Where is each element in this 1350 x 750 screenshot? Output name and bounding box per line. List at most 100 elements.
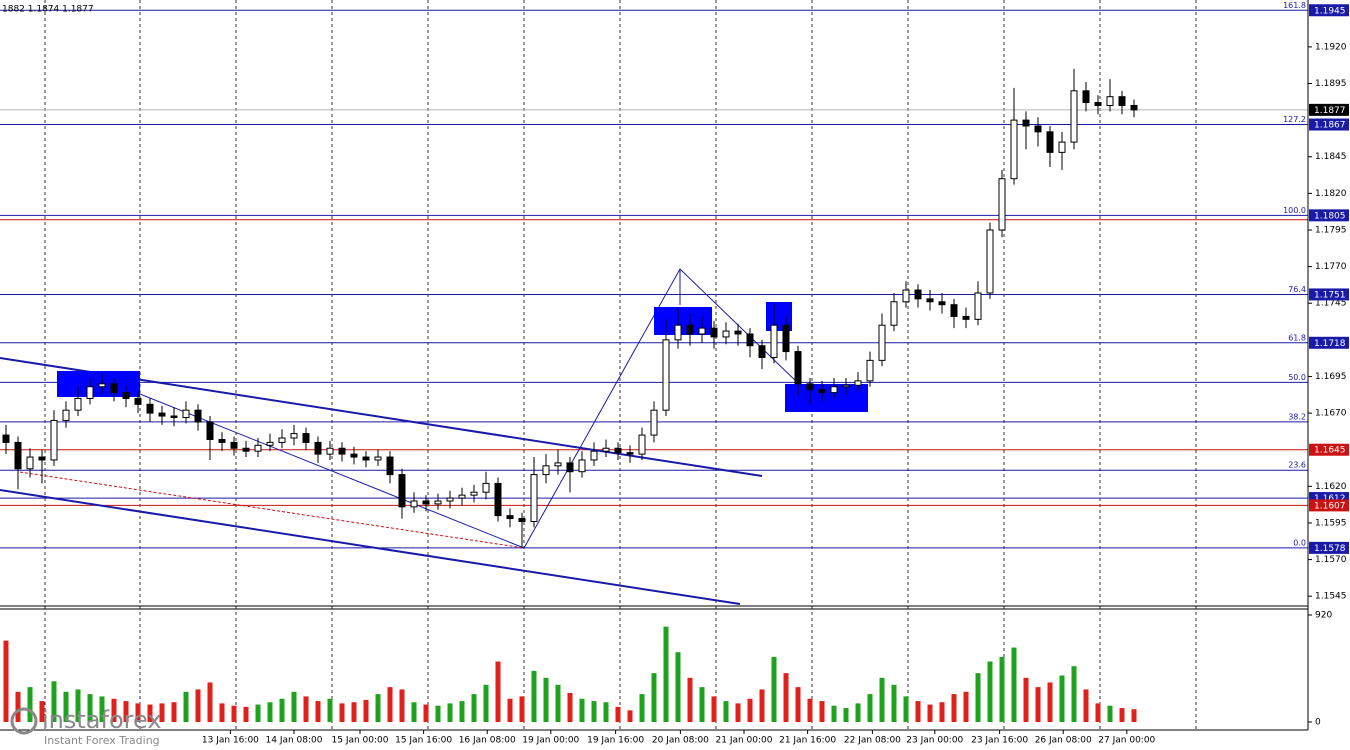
price-tag-label: 1.1645 [1314, 446, 1346, 456]
candle-body [878, 324, 886, 361]
volume-bar [15, 691, 21, 722]
candle-body [806, 383, 814, 391]
volume-bar [975, 673, 981, 722]
candle-body [278, 437, 286, 443]
volume-bar [987, 661, 993, 722]
candle-body [158, 412, 166, 417]
volume-bar [663, 626, 669, 722]
volume-bar [879, 677, 885, 722]
volume-bar [867, 694, 873, 722]
price-tag [1309, 443, 1349, 456]
volume-bar [795, 687, 801, 722]
volume-bar [159, 703, 165, 722]
candle-body [146, 403, 154, 414]
candle-body [590, 450, 598, 461]
x-tick-label: 13 Jan 16:00 [202, 736, 259, 746]
volume-bar [255, 704, 261, 722]
volume-bar [675, 652, 681, 722]
candle-body [302, 433, 310, 443]
candle-body [1010, 119, 1018, 180]
y-tick-label: 1.1745 [1315, 299, 1347, 309]
price-tag-label: 1.1607 [1314, 501, 1346, 511]
candle-body [902, 289, 910, 303]
volume-bar [1071, 666, 1077, 722]
candle-body [242, 447, 250, 452]
price-axis: 1.1545 1.1570 1.1595 1.1620 1.1670 1.1695 1.17… [202, 4, 1349, 746]
candle-body [614, 447, 622, 454]
volume-bar [423, 704, 429, 722]
volume-bar [1011, 647, 1017, 722]
price-tag [1309, 103, 1349, 116]
candle-body [26, 456, 34, 470]
volume-bar [1035, 687, 1041, 722]
candle-body [722, 330, 730, 338]
volume-bar [231, 705, 237, 722]
candle-body [494, 482, 502, 517]
candle-body [470, 491, 478, 496]
volume-bar [531, 670, 537, 722]
y-tick-label: 1.1670 [1315, 409, 1347, 419]
volume-bar [447, 703, 453, 722]
candle-body [134, 397, 142, 405]
candle-body [1046, 131, 1054, 153]
volume-bar [507, 698, 513, 722]
price-tag-label: 1.1578 [1314, 544, 1346, 554]
candle-body [2, 434, 10, 443]
candle-body [638, 434, 646, 455]
candle-body [350, 453, 358, 458]
candle-body [74, 397, 82, 411]
candle-body [1022, 119, 1030, 127]
candle-body [386, 456, 394, 476]
volume-bar [135, 703, 141, 722]
candle-body [1034, 125, 1042, 133]
volume-bar [567, 692, 573, 722]
candle-body [566, 462, 574, 473]
y-tick-label: 1.1795 [1315, 225, 1347, 235]
volume-bar [807, 698, 813, 722]
candle-body [218, 438, 226, 443]
candle-body [206, 421, 214, 440]
volume-bar [1023, 677, 1029, 722]
volume-bar [435, 705, 441, 722]
x-tick-label: 19 Jan 00:00 [522, 736, 579, 746]
x-tick-label: 14 Jan 08:00 [266, 736, 323, 746]
volume-bar [315, 701, 321, 722]
volume-bar [87, 694, 93, 722]
y-tick-label: 1.1620 [1315, 482, 1347, 492]
volume-bar [495, 661, 501, 722]
volume-bar [483, 684, 489, 722]
volume-bar [747, 698, 753, 722]
y-tick-label: 1.1570 [1315, 555, 1347, 565]
y-tick-label: 1.1595 [1315, 518, 1347, 528]
volume-bar [1119, 708, 1125, 722]
candle-body [974, 292, 982, 320]
y-tick-label: 1.1920 [1315, 42, 1347, 52]
x-tick-label: 15 Jan 00:00 [332, 736, 389, 746]
candle-body [950, 304, 958, 317]
candle-body [746, 333, 754, 347]
price-tag [1309, 118, 1349, 131]
candle-body [518, 518, 526, 523]
candle-body [1082, 90, 1090, 104]
candle-body [1070, 90, 1078, 143]
volume-bar [711, 696, 717, 722]
candle-body [542, 465, 550, 476]
volume-bar [207, 682, 213, 722]
fib-label: 61.8 [1288, 333, 1306, 342]
candle-body [794, 351, 802, 385]
volume-bar [123, 701, 129, 722]
x-tick-label: 21 Jan 00:00 [716, 736, 773, 746]
x-tick-label: 21 Jan 16:00 [779, 736, 836, 746]
x-tick-label: 20 Jan 08:00 [652, 736, 709, 746]
volume-bar [843, 708, 849, 722]
candle-body [194, 409, 202, 423]
volume-bar [75, 689, 81, 722]
watermark: instaforex Instant Forex Trading [10, 706, 162, 747]
brand: instaforex [42, 706, 162, 734]
price-tag-label: 1.1751 [1314, 290, 1346, 300]
candle-body [710, 327, 718, 338]
candle-body [254, 444, 262, 452]
volume-bar [699, 687, 705, 722]
